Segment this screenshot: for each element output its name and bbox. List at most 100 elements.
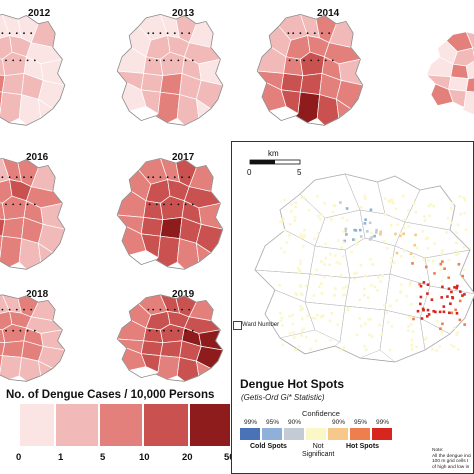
grid-cell — [294, 348, 297, 352]
grid-cell — [278, 284, 282, 287]
grid-cell — [335, 261, 339, 264]
grid-cell — [375, 228, 378, 232]
grid-cell — [436, 320, 439, 323]
district — [461, 90, 474, 115]
grid-cell — [419, 295, 423, 299]
ward-dot — [15, 32, 18, 35]
grid-cell — [346, 306, 349, 310]
grid-cell — [421, 307, 425, 311]
grid-cell — [316, 195, 319, 198]
ward-dot — [12, 59, 15, 62]
not-significant-label: Not Significant — [302, 443, 335, 458]
pct-label-hot-95: 95% — [354, 419, 368, 426]
grid-cell — [433, 242, 436, 245]
confidence-label: Confidence — [302, 409, 340, 418]
note-text: Note: All the dengue inci 100 m grid cel… — [432, 448, 472, 470]
grid-cell — [455, 253, 458, 257]
grid-cell — [283, 250, 286, 254]
grid-cell — [412, 317, 415, 321]
grid-cell — [419, 284, 423, 288]
grid-cell — [457, 252, 460, 255]
grid-cell — [294, 292, 297, 295]
map-2017 — [116, 157, 224, 270]
ward-dot — [181, 32, 183, 35]
grid-cell — [379, 233, 382, 236]
grid-cell — [390, 262, 393, 266]
ward-dot — [288, 59, 291, 62]
year-label-2018: 2018 — [26, 289, 49, 300]
pct-label-cold-95: 95% — [266, 419, 280, 426]
grid-cell — [439, 262, 443, 266]
grid-cell — [455, 286, 458, 290]
year-label-2016: 2016 — [26, 152, 49, 163]
grid-cell — [368, 221, 372, 225]
ward-boundary — [419, 317, 451, 351]
grid-cell — [283, 228, 286, 232]
grid-cell — [450, 311, 454, 315]
grid-cell — [329, 339, 332, 342]
map-outline — [256, 13, 364, 126]
ward-dot — [321, 32, 323, 35]
grid-cell — [363, 344, 367, 348]
grid-cell — [455, 241, 458, 245]
grid-cell — [291, 314, 294, 317]
ward-dot — [166, 308, 169, 311]
grid-cell — [427, 204, 431, 208]
ward-dot — [26, 329, 29, 332]
grid-cell — [416, 309, 420, 313]
grid-cell — [380, 332, 383, 336]
ward-dot — [173, 32, 176, 35]
grid-cell — [299, 285, 303, 288]
ward-number-label: Ward Number — [242, 322, 280, 328]
grid-cell — [433, 272, 436, 275]
year-label-2019: 2019 — [172, 289, 195, 300]
grid-cell — [346, 308, 350, 311]
grid-cell — [323, 275, 326, 278]
grid-cell — [407, 224, 411, 228]
ward-dot — [173, 308, 176, 311]
grid-cell — [368, 333, 371, 337]
scale-tick-0: 0 — [247, 168, 252, 177]
grid-cell — [422, 281, 426, 284]
grid-cell — [407, 329, 410, 332]
grid-cell — [280, 316, 284, 320]
grid-cell — [423, 215, 426, 218]
grid-cell — [408, 283, 412, 287]
year-label-2013: 2013 — [172, 8, 195, 19]
grid-cell — [342, 346, 346, 350]
grid-cell — [462, 268, 466, 272]
pct-label-hot-90: 90% — [332, 419, 346, 426]
hotspot-title: Dengue Hot Spots — [240, 377, 344, 391]
district — [465, 77, 474, 93]
grid-cell — [299, 308, 302, 312]
grid-cell — [456, 223, 460, 227]
grid-cell — [306, 314, 309, 318]
ward-dot — [317, 59, 320, 62]
grid-cell — [309, 347, 312, 351]
ward-dot — [310, 59, 313, 62]
grid-cell — [455, 333, 458, 337]
grid-cell — [376, 289, 379, 292]
ward-dot — [177, 203, 180, 206]
ward-dot — [328, 32, 331, 35]
grid-cell — [364, 218, 367, 221]
grid-cell — [462, 196, 466, 199]
grid-cell — [294, 201, 297, 204]
grid-cell — [456, 284, 459, 288]
grid-cell — [345, 207, 349, 210]
grid-cell — [394, 207, 398, 211]
grid-cell — [461, 274, 464, 278]
grid-cell — [344, 227, 348, 231]
ward-dot — [170, 203, 173, 206]
grid-cell — [387, 199, 390, 203]
grid-cell — [311, 316, 314, 320]
grid-cell — [373, 285, 377, 289]
grid-cell — [426, 315, 429, 318]
grid-cell — [363, 287, 366, 291]
grid-cell — [338, 262, 341, 265]
ward-dot — [181, 308, 183, 311]
ward-boundary — [404, 185, 456, 231]
ward-dot — [163, 203, 165, 206]
grid-cell — [414, 233, 417, 237]
grid-cell — [447, 276, 450, 279]
